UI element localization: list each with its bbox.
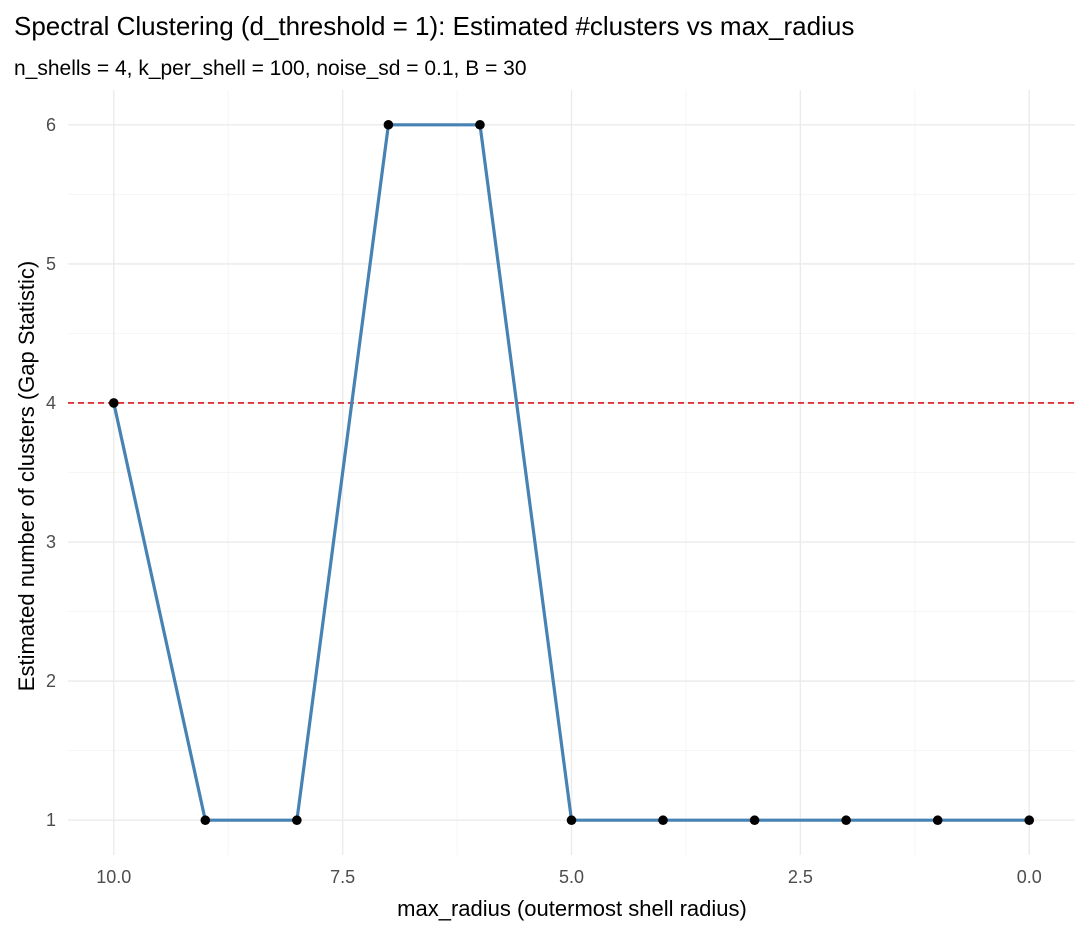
x-tick-label: 10.0 bbox=[96, 867, 131, 887]
y-tick-label: 5 bbox=[46, 254, 56, 274]
data-point bbox=[108, 398, 119, 408]
data-point bbox=[658, 815, 668, 826]
y-tick-label: 4 bbox=[46, 393, 56, 413]
data-point bbox=[841, 815, 851, 826]
y-tick-label: 1 bbox=[46, 810, 56, 830]
chart-subtitle: n_shells = 4, k_per_shell = 100, noise_s… bbox=[14, 57, 527, 80]
data-point bbox=[383, 119, 394, 130]
data-point bbox=[475, 119, 485, 130]
y-tick-label: 3 bbox=[46, 532, 56, 552]
y-tick-label: 2 bbox=[46, 671, 56, 691]
x-tick-label: 7.5 bbox=[330, 867, 355, 887]
grid bbox=[68, 90, 1075, 855]
data-points bbox=[108, 119, 1035, 826]
x-axis-title: max_radius (outermost shell radius) bbox=[397, 896, 747, 921]
x-tick-label: 2.5 bbox=[788, 867, 813, 887]
y-tick-label: 6 bbox=[46, 115, 56, 135]
y-axis-title: Estimated number of clusters (Gap Statis… bbox=[14, 261, 39, 691]
tick-labels: 10.0 7.5 5.0 2.5 0.0 1 2 3 4 5 6 bbox=[46, 115, 1042, 887]
chart-title: Spectral Clustering (d_threshold = 1): E… bbox=[14, 11, 854, 41]
data-point bbox=[566, 815, 577, 826]
data-point bbox=[292, 815, 302, 826]
data-point bbox=[932, 815, 943, 826]
data-point bbox=[200, 815, 211, 826]
data-point bbox=[1024, 815, 1035, 826]
x-tick-label: 5.0 bbox=[559, 867, 584, 887]
x-tick-label: 0.0 bbox=[1017, 867, 1042, 887]
data-point bbox=[749, 815, 760, 826]
